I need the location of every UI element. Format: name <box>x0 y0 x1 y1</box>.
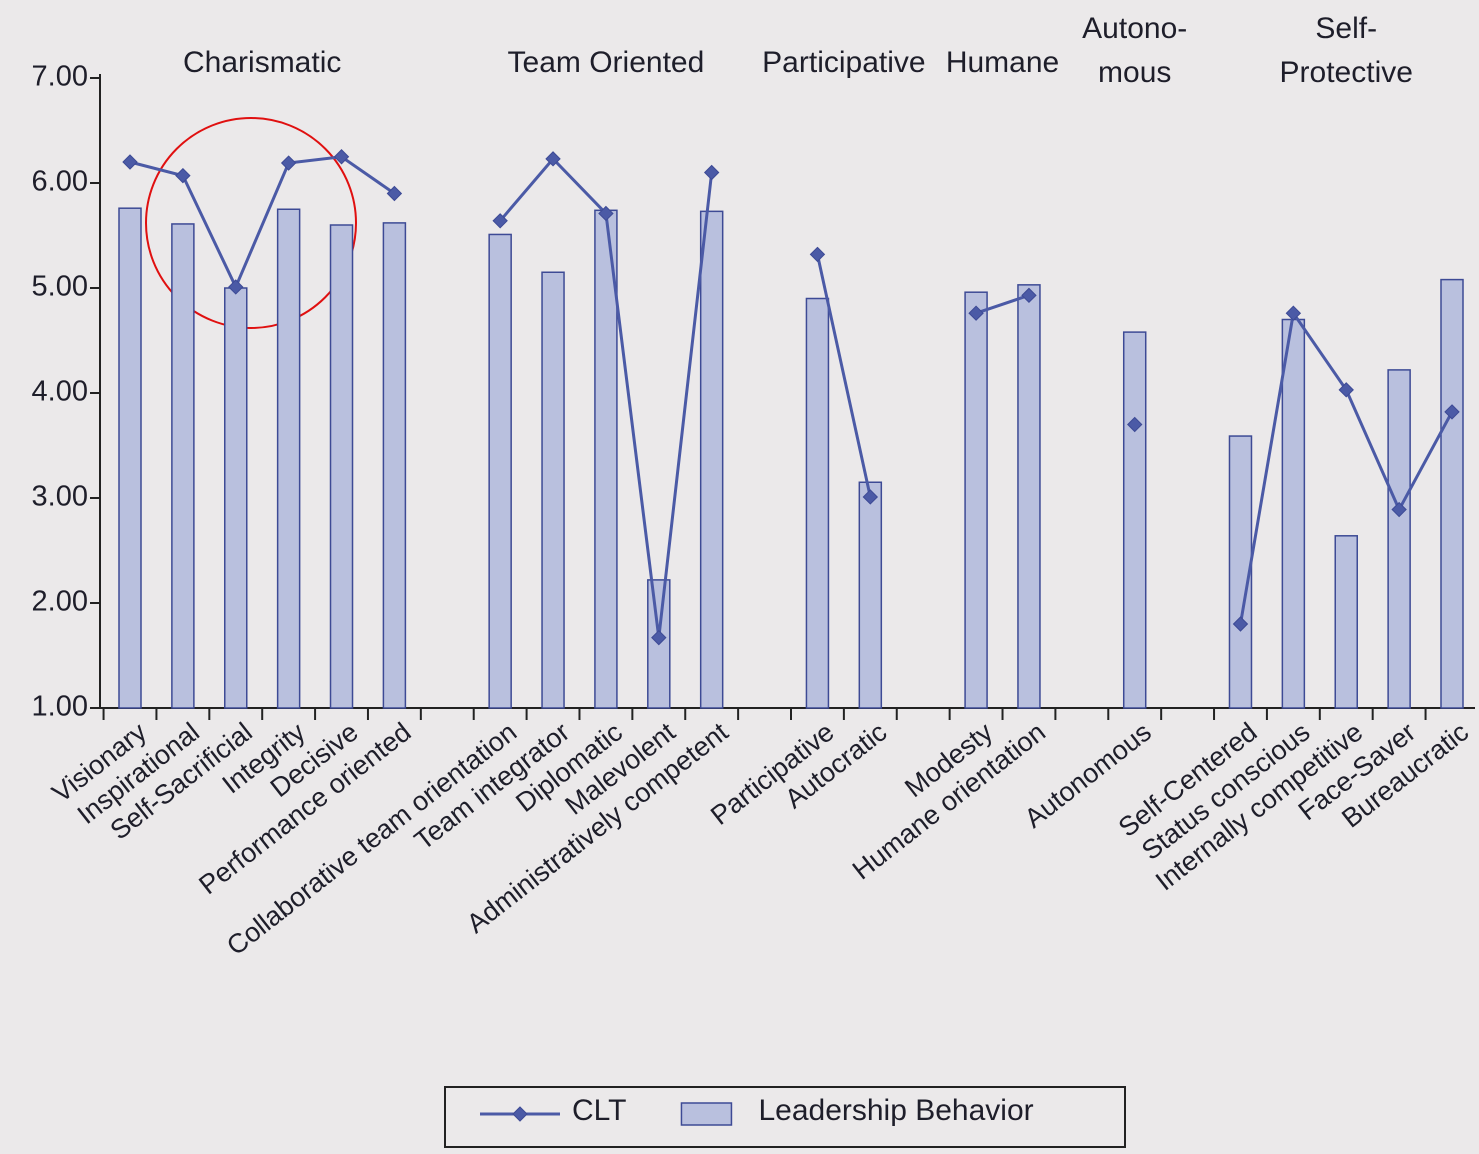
bar <box>1334 535 1358 709</box>
y-tick-label: 3.00 <box>32 481 88 513</box>
y-tick-label: 2.00 <box>32 586 88 618</box>
bar <box>1122 331 1147 709</box>
marker <box>333 149 350 165</box>
marker <box>809 246 826 263</box>
group-label: Participative <box>762 46 925 79</box>
bar <box>276 208 301 709</box>
highlight-circle <box>145 117 357 329</box>
marker <box>1391 501 1407 518</box>
bar <box>541 271 565 709</box>
bar <box>964 291 988 709</box>
marker <box>1285 305 1302 321</box>
marker <box>280 155 297 171</box>
marker <box>1338 382 1354 398</box>
marker <box>1444 404 1460 420</box>
marker <box>598 205 614 222</box>
legend-swatch <box>680 1102 733 1126</box>
y-tick-label: 4.00 <box>32 376 88 408</box>
marker <box>545 151 561 167</box>
legend: CLT Leadership Behavior <box>444 1086 1126 1148</box>
legend-marker <box>512 1106 528 1122</box>
group-label: Autono- <box>1082 12 1187 45</box>
marker <box>1232 616 1249 632</box>
marker <box>122 154 138 170</box>
legend-label: Leadership Behavior <box>758 1094 1033 1127</box>
group-label: Team Oriented <box>508 46 705 79</box>
bar <box>1387 369 1411 709</box>
bar <box>699 210 724 709</box>
group-label: Charismatic <box>183 46 341 79</box>
bar <box>382 222 407 709</box>
group-label: Self- <box>1315 12 1377 45</box>
group-label: mous <box>1098 56 1171 89</box>
legend-label: CLT <box>572 1094 626 1127</box>
bar <box>488 233 512 709</box>
bar <box>171 223 195 709</box>
bar <box>805 297 830 709</box>
bar <box>1017 284 1041 709</box>
marker <box>703 164 720 181</box>
marker <box>862 489 879 505</box>
y-tick-label: 7.00 <box>32 61 88 93</box>
y-tick-label: 1.00 <box>32 691 88 723</box>
group-label: Humane <box>946 46 1059 79</box>
group-label: Protective <box>1280 56 1413 89</box>
bar <box>1281 318 1306 709</box>
marker <box>386 185 403 202</box>
bar <box>858 481 883 709</box>
y-tick-label: 6.00 <box>32 166 88 198</box>
bar <box>118 207 142 709</box>
y-tick-label: 5.00 <box>32 271 88 303</box>
bar <box>1228 435 1253 709</box>
bar <box>1440 278 1464 709</box>
marker <box>492 213 508 229</box>
marker <box>1127 416 1143 433</box>
marker <box>175 167 191 184</box>
bar <box>329 224 354 709</box>
legend-box <box>444 1086 1126 1148</box>
marker <box>1021 287 1037 304</box>
marker <box>228 279 244 295</box>
marker <box>968 305 984 321</box>
bar <box>224 287 248 709</box>
marker <box>651 629 667 646</box>
